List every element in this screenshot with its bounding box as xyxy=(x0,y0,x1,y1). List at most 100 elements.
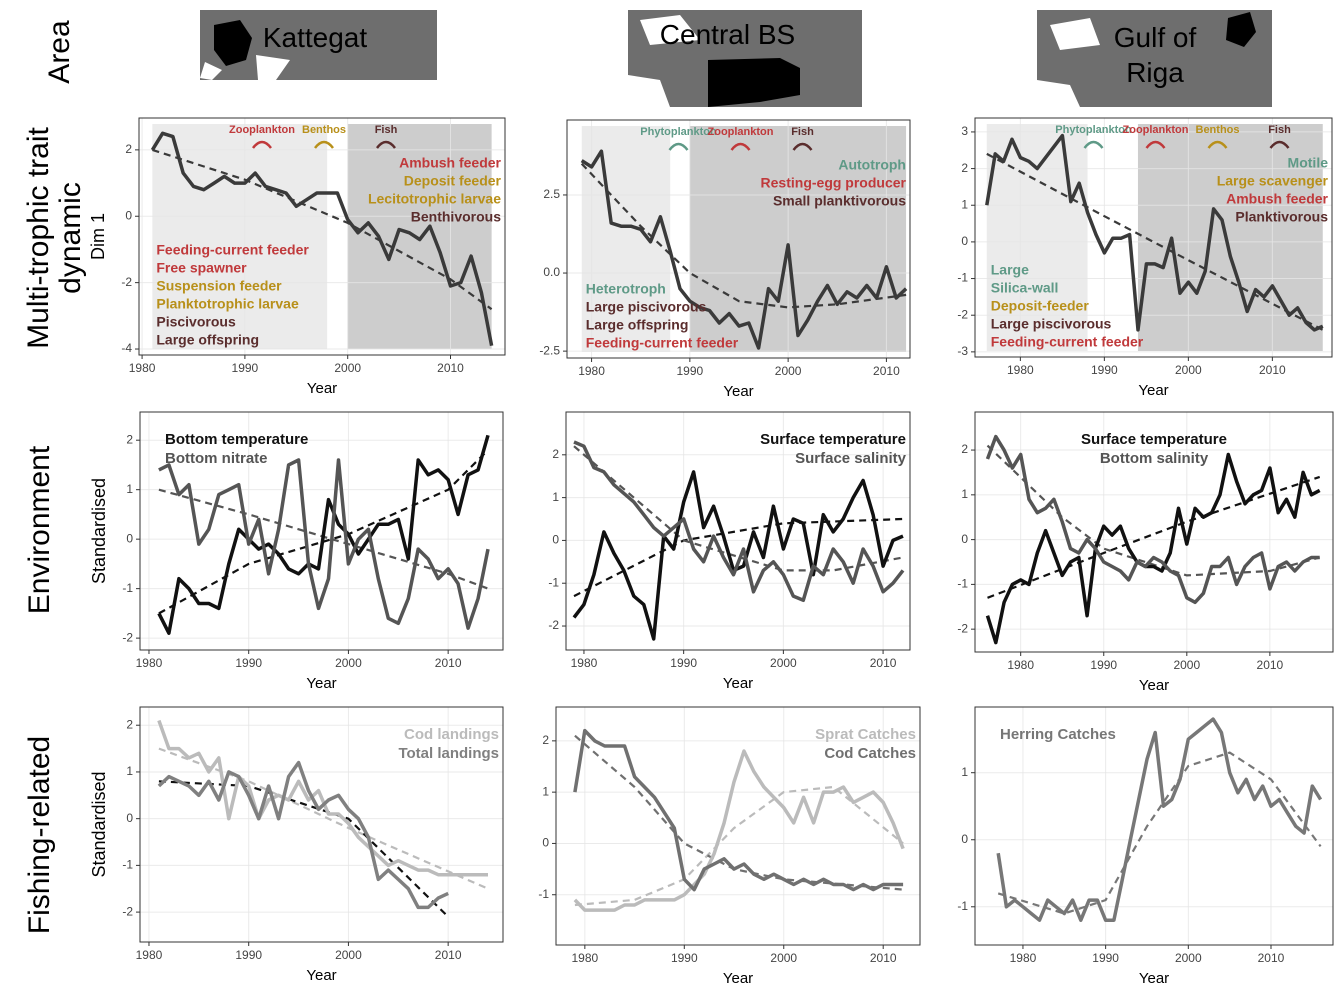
x-tick-label: 2010 xyxy=(870,656,897,670)
x-tick-label: 2010 xyxy=(1258,951,1285,965)
plot-background xyxy=(975,412,1333,652)
trait-label: Large offspring xyxy=(586,317,689,333)
legend-entry: Sprat Catches xyxy=(815,726,916,743)
series-line xyxy=(150,131,494,347)
trait-label: Large piscivorous xyxy=(991,316,1112,332)
series-line xyxy=(580,149,908,350)
taxon-icon xyxy=(668,142,689,151)
taxon-icon xyxy=(1207,140,1228,149)
series-line xyxy=(157,434,490,635)
x-tick-label: 1990 xyxy=(235,948,262,962)
row-label: Multi-trophic trait dynamic xyxy=(22,127,87,349)
series-line xyxy=(985,434,1320,605)
x-tick-label: 2010 xyxy=(873,364,900,378)
x-tick-label: 1980 xyxy=(1007,658,1034,672)
y-tick-label: -1 xyxy=(538,887,549,901)
taxon-label: Zooplankton xyxy=(229,124,295,136)
y-tick-label: -2.5 xyxy=(539,343,560,357)
series-line xyxy=(573,749,905,912)
x-tick-label: 2010 xyxy=(1259,363,1286,377)
legend-entry: Herring Catches xyxy=(1000,726,1116,743)
plot-border xyxy=(974,411,1334,653)
taxon-label: Benthos xyxy=(302,124,346,136)
trait-label: Lecitotrophic larvae xyxy=(368,191,501,207)
trait-label: Feeding-current feeder xyxy=(586,335,739,351)
period-shade xyxy=(581,126,671,352)
y-tick-label: 2 xyxy=(552,447,559,461)
y-tick-label: -2 xyxy=(548,618,559,632)
series-line xyxy=(158,458,490,630)
y-tick-label: 0 xyxy=(125,208,132,222)
legend-entry: Surface temperature xyxy=(1081,431,1227,448)
y-tick-label: -4 xyxy=(121,341,132,355)
trend-line xyxy=(158,488,489,590)
taxon-icon xyxy=(730,142,751,151)
row-label: Fishing-related xyxy=(23,735,56,935)
taxon-icon xyxy=(1269,140,1290,149)
trait-label: Feeding-current feeder xyxy=(156,242,309,258)
y-tick-label: -1 xyxy=(957,899,968,913)
x-tick-label: 2010 xyxy=(435,656,462,670)
x-tick-label: 2000 xyxy=(770,656,797,670)
y-tick-label: -2 xyxy=(122,630,133,644)
trait-label: Planktotrophic larvae xyxy=(156,296,299,312)
x-tick-label: 1990 xyxy=(1090,658,1117,672)
trait-label: Large piscivorous xyxy=(586,299,707,315)
trend-line xyxy=(580,162,907,309)
taxon-label: Fish xyxy=(1268,124,1291,136)
taxon-icon xyxy=(1145,140,1166,149)
x-tick-label: 1980 xyxy=(571,656,598,670)
y-axis-label: Standardised xyxy=(89,771,109,877)
trait-label: Ambush feeder xyxy=(1226,191,1328,207)
x-tick-label: 1980 xyxy=(136,948,163,962)
y-axis-label: Dim 1 xyxy=(88,213,108,260)
plot-border xyxy=(974,706,1334,946)
y-tick-label: 0.0 xyxy=(543,265,560,279)
y-tick-label: -1 xyxy=(957,271,968,285)
taxon-icon xyxy=(1083,140,1104,149)
trait-label: Small planktivorous xyxy=(773,193,906,209)
y-tick-label: 0 xyxy=(961,234,968,248)
plot-border xyxy=(139,706,504,943)
trait-label: Planktivorous xyxy=(1235,209,1328,225)
trend-line xyxy=(573,517,904,598)
x-axis-label: Year xyxy=(1139,970,1169,985)
plot-border xyxy=(566,119,911,359)
y-tick-label: 3 xyxy=(961,124,968,138)
x-axis-label: Year xyxy=(1138,382,1168,399)
taxon-label: Fish xyxy=(791,126,814,138)
x-axis-label: Year xyxy=(723,970,753,985)
trait-label: Ambush feeder xyxy=(399,155,501,171)
trend-line xyxy=(986,152,1324,331)
series-line xyxy=(573,440,905,603)
y-tick-label: 2.5 xyxy=(543,187,560,201)
taxon-label: Zooplankton xyxy=(708,126,774,138)
x-tick-label: 1990 xyxy=(670,656,697,670)
taxon-label: Benthos xyxy=(1196,124,1240,136)
y-tick-label: 0 xyxy=(552,533,559,547)
trait-label: Silica-wall xyxy=(991,280,1059,296)
x-axis-label: Year xyxy=(723,383,753,400)
row-label: Environment xyxy=(23,445,56,615)
legend-entry: Cod Catches xyxy=(824,745,916,762)
x-tick-label: 2000 xyxy=(1175,363,1202,377)
x-tick-label: 2010 xyxy=(435,948,462,962)
y-tick-label: 2 xyxy=(542,733,549,747)
y-tick-label: 1 xyxy=(542,784,549,798)
y-tick-label: 0 xyxy=(961,832,968,846)
y-tick-label: -2 xyxy=(121,275,132,289)
y-tick-label: -1 xyxy=(122,858,133,872)
x-tick-label: 2010 xyxy=(870,951,897,965)
plot-border xyxy=(974,117,1333,358)
trend-line xyxy=(574,785,904,907)
trait-label: Large scavenger xyxy=(1217,173,1329,189)
plot-background xyxy=(566,412,910,650)
trait-label: Motile xyxy=(1288,155,1329,171)
x-tick-label: 2000 xyxy=(335,656,362,670)
y-tick-label: 2 xyxy=(126,432,133,446)
y-tick-label: 1 xyxy=(126,764,133,778)
x-tick-label: 2000 xyxy=(1173,658,1200,672)
series-line xyxy=(572,470,904,641)
legend-entry: Bottom salinity xyxy=(1100,450,1209,467)
